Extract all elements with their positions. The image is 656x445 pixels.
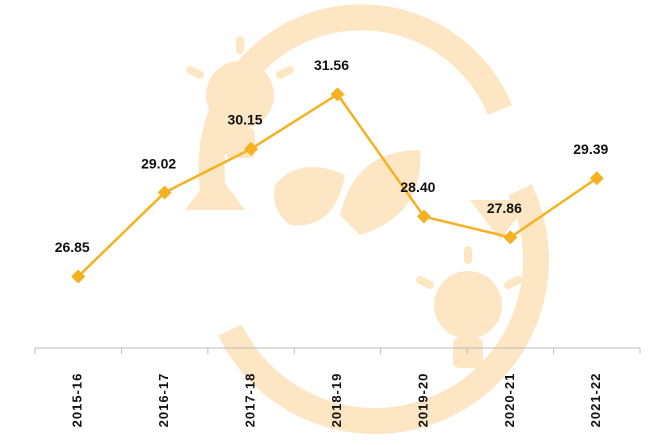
x-tick-label: 2015-16: [70, 373, 85, 428]
x-tick-label: 2016-17: [156, 373, 171, 428]
data-label: 29.02: [141, 155, 176, 171]
x-tick-label: 2020-21: [502, 373, 517, 428]
marker: [590, 171, 604, 185]
data-label: 31.56: [314, 57, 349, 73]
background-decoration: [185, 17, 536, 421]
x-tick-label: 2019-20: [415, 373, 430, 428]
chart: 2015-16 2016-17 2017-18 2018-19 2019-20 2020-…: [0, 0, 656, 445]
page: {"chart_data": {"type": "line", "categor…: [0, 0, 656, 445]
x-tick-label: 2021-22: [588, 373, 603, 428]
data-label: 28.40: [400, 179, 435, 195]
data-label: 29.39: [573, 141, 608, 157]
data-label: 26.85: [55, 239, 90, 255]
data-label: 30.15: [228, 112, 263, 128]
x-tick-label: 2017-18: [243, 373, 258, 428]
x-tick-label: 2018-19: [329, 373, 344, 428]
data-label: 27.86: [487, 200, 522, 216]
